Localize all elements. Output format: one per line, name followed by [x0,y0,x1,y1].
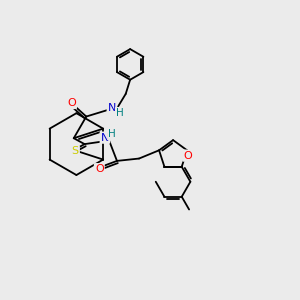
Text: N: N [101,133,109,142]
Text: O: O [95,164,104,174]
Text: H: H [108,129,116,140]
Text: O: O [183,151,192,160]
Text: O: O [67,98,76,108]
Text: H: H [116,108,124,118]
Text: N: N [108,103,116,113]
Text: S: S [72,146,79,157]
